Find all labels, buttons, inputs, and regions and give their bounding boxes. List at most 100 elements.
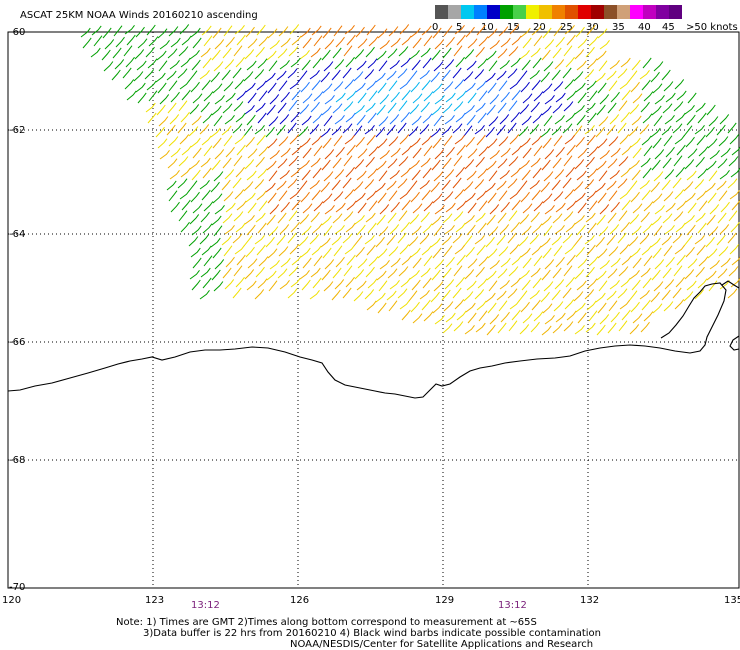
wind-barb bbox=[587, 112, 597, 124]
wind-barb bbox=[148, 36, 159, 47]
wind-barb bbox=[628, 126, 639, 137]
wind-barb bbox=[466, 224, 476, 236]
wind-barb bbox=[631, 115, 642, 126]
wind-barb bbox=[595, 72, 606, 83]
wind-barb bbox=[510, 167, 521, 178]
wind-barb bbox=[356, 280, 367, 291]
wind-barb bbox=[188, 236, 199, 247]
wind-barb bbox=[225, 146, 235, 158]
wind-barb bbox=[157, 28, 168, 39]
wind-barb bbox=[181, 89, 191, 101]
wind-barb bbox=[584, 289, 595, 300]
wind-barb bbox=[475, 266, 485, 278]
wind-barb bbox=[467, 92, 477, 104]
wind-barb bbox=[532, 113, 543, 124]
wind-barb bbox=[541, 105, 552, 116]
wind-barb bbox=[466, 60, 477, 71]
wind-barb bbox=[586, 300, 597, 311]
wind-barb bbox=[366, 300, 377, 311]
wind-barb bbox=[463, 235, 473, 247]
wind-barb bbox=[311, 135, 322, 146]
wind-barb bbox=[544, 259, 555, 270]
wind-barb bbox=[452, 123, 463, 134]
wind-barb bbox=[596, 160, 607, 171]
wind-barb bbox=[454, 135, 465, 145]
wind-barb bbox=[621, 89, 631, 101]
wind-barb bbox=[279, 114, 290, 125]
wind-barb bbox=[465, 82, 476, 93]
wind-barb bbox=[509, 80, 520, 90]
graticule bbox=[8, 32, 739, 588]
wind-barb bbox=[553, 191, 564, 202]
wind-barb bbox=[467, 312, 477, 324]
wind-barb bbox=[687, 202, 697, 214]
wind-barb bbox=[287, 288, 298, 299]
wind-barb bbox=[628, 70, 638, 82]
wind-barb bbox=[366, 190, 377, 201]
wind-barb bbox=[331, 69, 341, 81]
wind-barb bbox=[672, 287, 682, 299]
wind-barb bbox=[673, 265, 683, 277]
wind-barb bbox=[641, 189, 651, 201]
wind-barb bbox=[588, 256, 599, 267]
wind-barb bbox=[442, 323, 453, 334]
wind-barb bbox=[586, 190, 597, 201]
wind-barb bbox=[488, 226, 499, 237]
wind-barb bbox=[575, 246, 585, 258]
wind-barb bbox=[730, 167, 740, 178]
wind-barb bbox=[277, 48, 288, 59]
wind-barb bbox=[453, 321, 464, 332]
wind-barb bbox=[180, 111, 190, 123]
wind-barb bbox=[212, 193, 223, 204]
wind-barb bbox=[520, 137, 531, 148]
wind-barb bbox=[618, 100, 628, 112]
wind-barb bbox=[301, 279, 311, 291]
wind-barb bbox=[236, 90, 247, 101]
wind-barb bbox=[553, 25, 563, 37]
wind-barb bbox=[243, 181, 254, 192]
wind-barb bbox=[103, 61, 114, 72]
wind-barb bbox=[378, 60, 388, 72]
wind-barb bbox=[178, 46, 189, 57]
wind-barb bbox=[178, 156, 189, 167]
wind-barb bbox=[651, 159, 661, 171]
wind-barb bbox=[705, 126, 715, 138]
wind-barb bbox=[444, 59, 455, 70]
wind-barb bbox=[200, 47, 211, 58]
wind-barb bbox=[610, 311, 620, 323]
wind-barb bbox=[144, 69, 155, 80]
wind-barb bbox=[364, 235, 375, 245]
wind-barb bbox=[728, 210, 738, 222]
wind-barb bbox=[621, 199, 631, 211]
wind-barb bbox=[664, 225, 675, 235]
wind-barb bbox=[213, 171, 224, 182]
wind-barb bbox=[474, 179, 485, 190]
wind-barb bbox=[619, 134, 630, 145]
wind-barb bbox=[82, 37, 92, 49]
wind-barb bbox=[255, 156, 265, 168]
wind-barb bbox=[565, 222, 576, 233]
wind-barb bbox=[530, 47, 541, 58]
wind-barb bbox=[531, 135, 542, 146]
wind-barb bbox=[399, 190, 410, 200]
wind-barb bbox=[452, 287, 462, 299]
wind-barb bbox=[155, 72, 166, 83]
wind-barb bbox=[287, 122, 297, 134]
wind-barb bbox=[564, 135, 575, 145]
wind-barb bbox=[463, 71, 474, 82]
wind-barb bbox=[488, 116, 499, 127]
wind-barb bbox=[555, 312, 566, 323]
wind-barb bbox=[643, 145, 653, 157]
wind-barb bbox=[497, 102, 507, 114]
wind-barb bbox=[555, 256, 565, 268]
wind-barb bbox=[672, 233, 683, 244]
wind-barb bbox=[401, 35, 412, 46]
wind-barb bbox=[422, 57, 432, 69]
wind-barb bbox=[442, 47, 452, 59]
wind-barb bbox=[199, 180, 210, 190]
wind-barb bbox=[353, 291, 364, 302]
plot-frame bbox=[7, 31, 740, 589]
wind-barb bbox=[683, 125, 693, 137]
wind-barb bbox=[190, 191, 200, 203]
